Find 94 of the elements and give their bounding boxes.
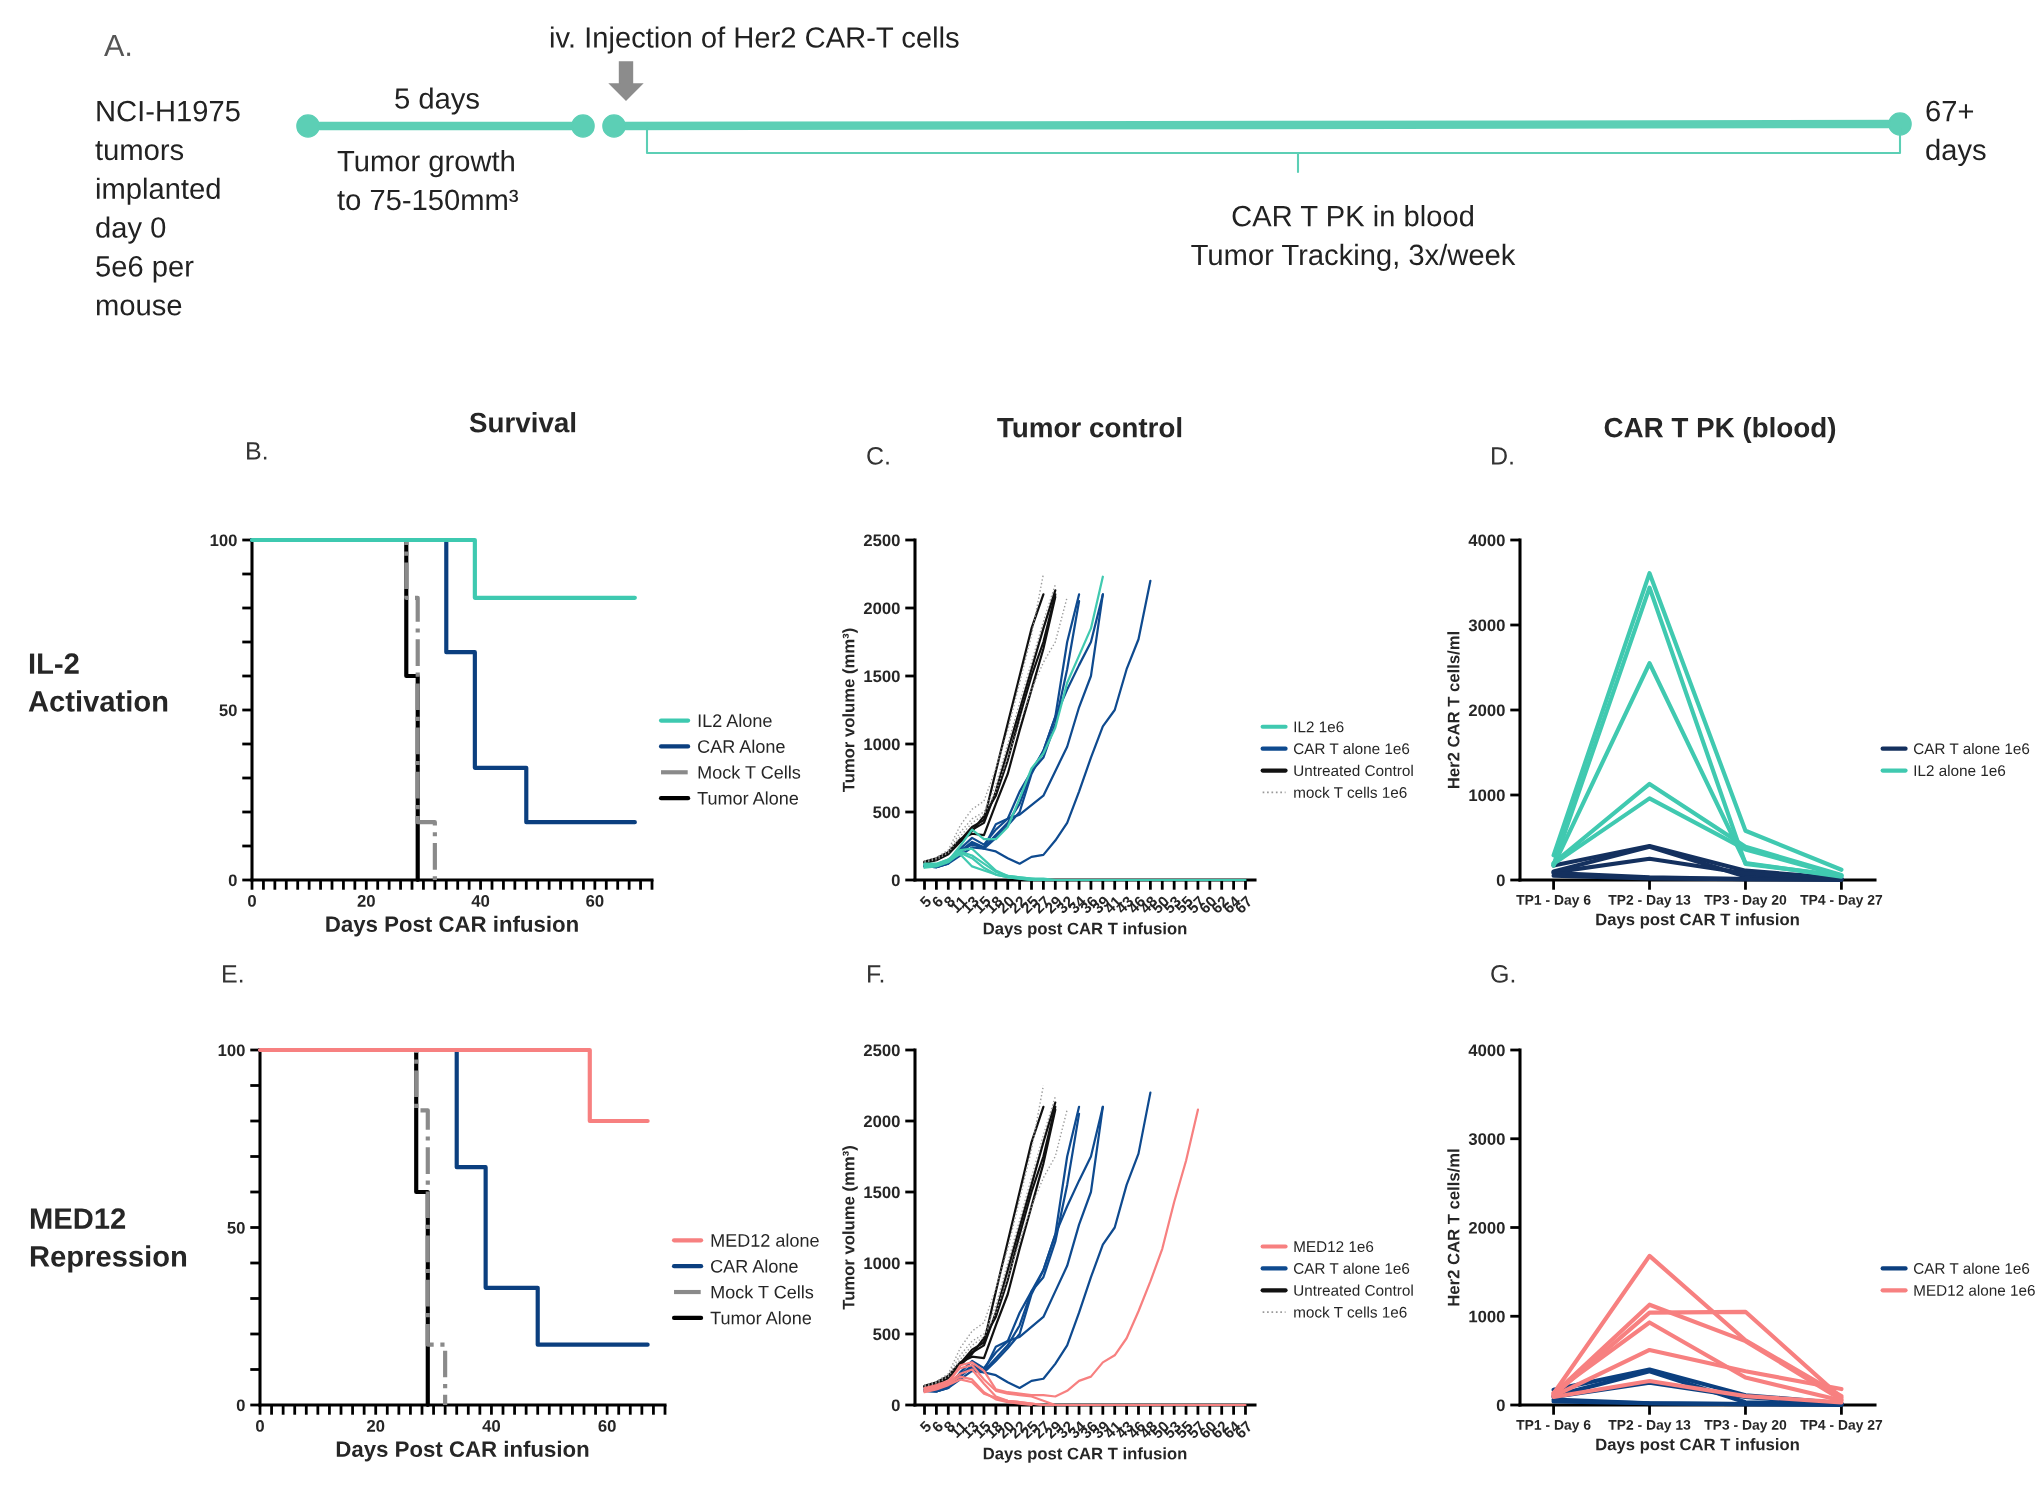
text: MED12 Repression [30, 1208, 187, 1273]
x-tick-label: 5 [919, 895, 933, 909]
y-tick-label: 1500 [864, 670, 900, 683]
text: IL-2 Activation [28, 653, 168, 712]
y-tick-label: 4000 [1468, 534, 1505, 547]
y-tick-label: 2000 [1468, 704, 1505, 717]
y-tick-label: 0 [228, 874, 237, 887]
x-tick-label: 40 [482, 1420, 501, 1432]
x-tick-label: 0 [256, 1420, 264, 1432]
y-tick-label: 3000 [1468, 1133, 1505, 1145]
x-axis-title: Days post CAR T infusion [983, 922, 1187, 938]
legend-label: CAR Alone [698, 739, 785, 753]
legend-label: MED12 alone 1e6 [1914, 1284, 2035, 1296]
legend-label: MED12 alone [711, 1233, 819, 1247]
x-tick-label: 20 [367, 1420, 385, 1432]
x-axis-title: Days Post CAR infusion [336, 1440, 589, 1462]
chart-title: Survival [469, 412, 576, 433]
legend-label: CAR T alone 1e6 [1293, 742, 1410, 755]
y-tick-label: 1000 [864, 738, 900, 751]
x-tick-label: TP4 - Day 27 [1800, 894, 1883, 908]
x-axis-title: Days post CAR T infusion [983, 1447, 1187, 1463]
x-tick-label: TP2 - Day 13 [1608, 1419, 1691, 1433]
x-tick-label: 60 [598, 1420, 616, 1432]
y-tick-label: 50 [219, 704, 237, 717]
x-tick-label: 0 [248, 895, 256, 907]
legend-label: CAR T alone 1e6 [1913, 742, 2030, 755]
x-axis-title: Days post CAR T infusion [1596, 913, 1799, 929]
y-tick-label: 500 [873, 806, 900, 819]
y-tick-label: 0 [1496, 1399, 1505, 1412]
y-tick-label: 0 [891, 874, 900, 887]
y-tick-label: 1000 [1469, 789, 1505, 802]
y-axis-title: Her2 CAR T cells/ml [1447, 631, 1460, 789]
y-tick-label: 3000 [1468, 619, 1505, 632]
y-axis-title: Tumor volume (mm³) [842, 628, 858, 793]
text: NCI-H1975 tumors implanted day 0 5e6 per mouse [95, 100, 240, 316]
y-tick-label: 50 [227, 1221, 245, 1234]
y-tick-label: 2000 [863, 602, 900, 615]
text: D. [1492, 447, 1513, 465]
y-axis-title: Tumor volume (mm³) [842, 1146, 858, 1310]
legend-label: MED12 1e6 [1294, 1241, 1374, 1253]
text: Tumor growth to 75-150mm³ [337, 150, 518, 211]
y-tick-label: 0 [891, 1399, 900, 1412]
text: iv. Injection of Her2 CAR-T cells [550, 26, 959, 54]
y-tick-label: 100 [210, 534, 237, 547]
legend-label: IL2 Alone [698, 713, 772, 728]
legend-label: Tumor Alone [710, 1311, 812, 1325]
legend-label: Tumor Alone [697, 791, 799, 805]
text: F. [868, 965, 884, 983]
x-tick-label: TP3 - Day 20 [1704, 894, 1787, 908]
legend-label: Mock T Cells [711, 1285, 814, 1299]
x-tick-label: TP1 - Day 6 [1516, 894, 1591, 908]
y-tick-label: 2000 [863, 1115, 900, 1128]
y-tick-label: 1000 [864, 1257, 900, 1270]
y-tick-label: 100 [218, 1044, 245, 1057]
x-tick-label: 20 [357, 895, 375, 907]
legend-label: Untreated Control [1294, 1284, 1413, 1296]
y-tick-label: 4000 [1468, 1044, 1505, 1057]
legend-label: CAR T alone 1e6 [1913, 1262, 2030, 1274]
y-tick-label: 1000 [1469, 1310, 1505, 1323]
legend-label: Untreated Control [1294, 764, 1413, 777]
x-tick-label: 5 [919, 1420, 933, 1434]
x-tick-label: 60 [586, 895, 604, 907]
legend-label: IL2 alone 1e6 [1914, 764, 2006, 777]
text: 5 days [395, 87, 479, 115]
chart-title: Tumor control [997, 417, 1182, 438]
legend-label: Mock T Cells [698, 765, 801, 779]
text: G. [1491, 965, 1515, 983]
y-tick-label: 0 [236, 1399, 245, 1412]
chart-title: CAR T PK (blood) [1604, 417, 1836, 443]
y-axis-title: Her2 CAR T cells/ml [1447, 1149, 1460, 1306]
legend-label: CAR Alone [711, 1259, 798, 1273]
y-tick-label: 2500 [863, 534, 900, 547]
x-tick-label: TP3 - Day 20 [1704, 1419, 1787, 1433]
y-tick-label: 0 [1496, 874, 1505, 887]
legend-label: CAR T alone 1e6 [1293, 1262, 1410, 1274]
text: A. [104, 34, 131, 56]
y-tick-label: 2000 [1468, 1221, 1505, 1234]
text: B. [247, 442, 267, 460]
text: CAR T PK in blood Tumor Tracking, 3x/week [1191, 205, 1516, 271]
y-tick-label: 2500 [863, 1044, 900, 1057]
text: E. [223, 965, 243, 983]
y-tick-label: 1500 [864, 1186, 900, 1199]
x-tick-label: 40 [471, 895, 490, 907]
text: 67+ days [1926, 100, 1986, 166]
x-axis-title: Days Post CAR infusion [326, 915, 578, 937]
x-tick-label: TP1 - Day 6 [1516, 1419, 1591, 1433]
legend-label: mock T cells 1e6 [1294, 1306, 1407, 1318]
x-tick-label: TP2 - Day 13 [1608, 894, 1691, 908]
text: C. [867, 447, 889, 465]
x-axis-title: Days post CAR T infusion [1596, 1438, 1799, 1454]
legend-label: mock T cells 1e6 [1294, 786, 1407, 798]
x-tick-label: TP4 - Day 27 [1800, 1419, 1883, 1433]
y-tick-label: 500 [873, 1328, 900, 1341]
legend-label: IL2 1e6 [1294, 721, 1344, 733]
